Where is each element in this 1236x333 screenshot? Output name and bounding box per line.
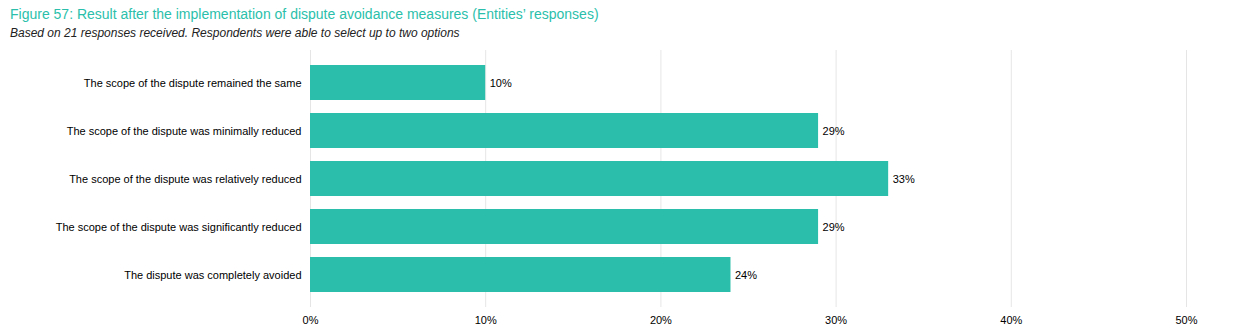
svg-text:The scope of the dispute was s: The scope of the dispute was significant… (56, 221, 302, 233)
svg-text:40%: 40% (1000, 314, 1022, 326)
svg-text:33%: 33% (893, 173, 915, 185)
svg-text:30%: 30% (825, 314, 847, 326)
svg-text:10%: 10% (475, 314, 497, 326)
svg-text:24%: 24% (735, 269, 757, 281)
html-text:Figure 57: Result after the im: Figure 57: Result after the implementati… (10, 6, 599, 22)
svg-text:29%: 29% (823, 125, 845, 137)
svg-text:The scope of the dispute was r: The scope of the dispute was relatively … (69, 173, 301, 185)
svg-text:50%: 50% (1175, 314, 1197, 326)
svg-text:The scope of the dispute remai: The scope of the dispute remained the sa… (84, 77, 302, 89)
svg-text:The scope of the dispute was m: The scope of the dispute was minimally r… (67, 125, 302, 137)
html-text:Based on 21 responses received: Based on 21 responses received. Responde… (10, 26, 460, 40)
svg-text:The dispute was completely avo: The dispute was completely avoided (124, 269, 301, 281)
svg-text:10%: 10% (490, 77, 512, 89)
svg-text:29%: 29% (823, 221, 845, 233)
svg-text:20%: 20% (650, 314, 672, 326)
svg-text:0%: 0% (303, 314, 319, 326)
